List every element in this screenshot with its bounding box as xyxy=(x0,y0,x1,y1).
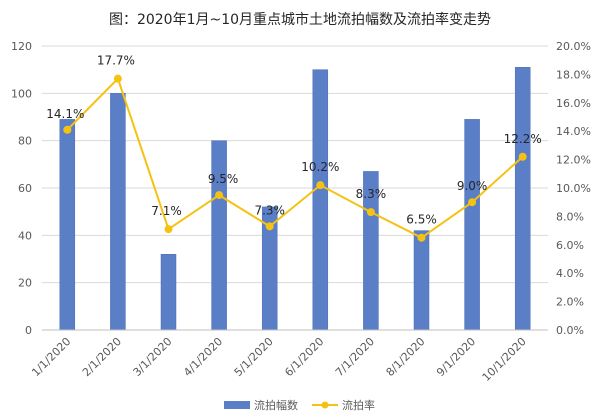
bar xyxy=(312,69,329,331)
data-label: 14.1% xyxy=(46,107,84,121)
bar xyxy=(464,119,480,331)
line-series-path xyxy=(66,76,524,239)
line-series xyxy=(63,74,527,242)
data-label: 17.7% xyxy=(97,54,135,68)
line-point xyxy=(316,181,325,190)
data-labels: 14.1% 17.7% 7.1% 9.5% 7.3% 10.2% 8.3% 6.5% 9.0% 1… xyxy=(46,54,542,227)
data-label: 9.0% xyxy=(457,179,488,193)
line-point xyxy=(468,198,477,207)
bar xyxy=(413,230,430,331)
y-left-tick-label: 0 xyxy=(25,324,32,337)
y-right-tick-label: 4.0% xyxy=(556,267,584,280)
bar xyxy=(160,254,177,331)
x-tick-label: 10/1/2020 xyxy=(480,335,529,384)
y-right-tick-label: 14.0% xyxy=(556,125,591,138)
bar xyxy=(211,140,227,331)
data-label: 6.5% xyxy=(406,213,437,227)
bar-series xyxy=(59,67,531,331)
legend-swatch-marker xyxy=(321,401,329,409)
line-point xyxy=(215,191,224,200)
x-tick-label: 6/1/2020 xyxy=(282,335,326,379)
line-point xyxy=(265,222,274,231)
x-tick-label: 7/1/2020 xyxy=(333,335,377,379)
data-label: 12.2% xyxy=(504,132,542,146)
y-left-tick-label: 80 xyxy=(18,135,32,148)
bar xyxy=(110,93,126,331)
y-right-tick-label: 20.0% xyxy=(556,40,591,53)
y-left-tick-label: 120 xyxy=(11,40,32,53)
y-right-tick-label: 16.0% xyxy=(556,97,591,110)
y-right-tick-label: 8.0% xyxy=(556,210,584,223)
y-left-tick-label: 20 xyxy=(18,277,32,290)
data-label: 10.2% xyxy=(301,160,339,174)
chart-title: 图：2020年1月~10月重点城市土地流拍幅数及流拍率变走势 xyxy=(109,11,491,28)
data-label: 7.3% xyxy=(254,203,285,217)
x-tick-label: 4/1/2020 xyxy=(181,335,225,379)
line-point xyxy=(366,208,375,217)
y-left-tick-label: 100 xyxy=(11,87,32,100)
line-point xyxy=(417,233,426,242)
legend-label-bar: 流拍幅数 xyxy=(254,398,298,412)
data-label: 7.1% xyxy=(151,204,182,218)
x-tick-label: 8/1/2020 xyxy=(383,335,427,379)
y-left-tick-label: 40 xyxy=(18,229,32,242)
line-point xyxy=(63,125,72,134)
data-label: 9.5% xyxy=(208,172,239,186)
line-point xyxy=(164,225,173,234)
legend-swatch-bar xyxy=(224,401,250,409)
bar xyxy=(514,67,531,331)
y-right-tick-label: 6.0% xyxy=(556,239,584,252)
y-left-tick-label: 60 xyxy=(18,182,32,195)
x-tick-label: 9/1/2020 xyxy=(434,335,478,379)
y-right-tick-label: 18.0% xyxy=(556,68,591,81)
line-point xyxy=(113,74,122,83)
axes: 0 20 40 60 80 100 120 0.0% 2.0% 4.0% 6.0% 8.0% 10.0%… xyxy=(11,40,591,384)
legend: 流拍幅数 流拍率 xyxy=(224,398,375,412)
y-right-tick-label: 2.0% xyxy=(556,296,584,309)
y-right-tick-label: 0.0% xyxy=(556,324,584,337)
data-label: 8.3% xyxy=(356,187,387,201)
x-tick-label: 2/1/2020 xyxy=(80,335,124,379)
y-right-tick-label: 12.0% xyxy=(556,154,591,167)
x-tick-label: 1/1/2020 xyxy=(29,335,73,379)
gridlines xyxy=(42,45,548,331)
x-tick-label: 5/1/2020 xyxy=(232,335,276,379)
legend-label-line: 流拍率 xyxy=(342,398,375,412)
x-tick-label: 3/1/2020 xyxy=(130,335,174,379)
line-point xyxy=(518,152,527,161)
y-right-tick-label: 10.0% xyxy=(556,182,591,195)
bar xyxy=(59,119,76,331)
